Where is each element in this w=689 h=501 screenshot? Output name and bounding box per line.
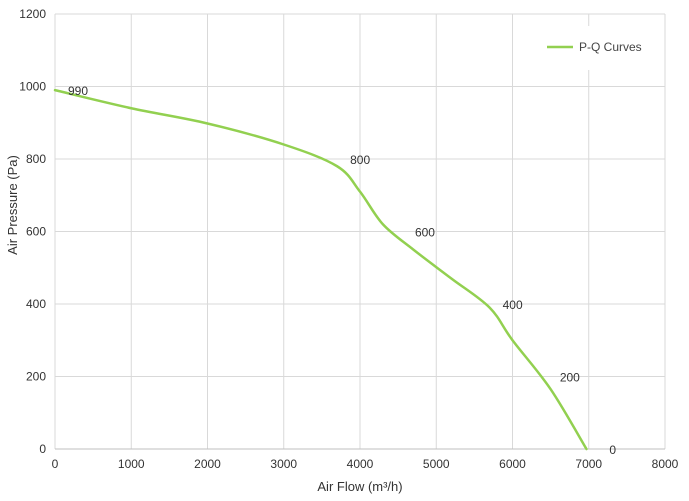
- legend: P-Q Curves: [530, 26, 654, 70]
- x-axis-title: Air Flow (m³/h): [317, 479, 402, 494]
- data-label: 200: [560, 371, 580, 385]
- x-tick-label: 8000: [652, 457, 679, 471]
- y-tick-label: 600: [26, 225, 46, 239]
- y-tick-label: 200: [26, 370, 46, 384]
- data-label: 400: [503, 298, 523, 312]
- data-labels: 990 800 600 400 200 0: [68, 84, 616, 457]
- y-axis-title: Air Pressure (Pa): [5, 155, 20, 255]
- data-label: 990: [68, 84, 88, 98]
- y-tick-label: 1200: [19, 7, 46, 21]
- y-tick-label: 0: [39, 442, 46, 456]
- y-axis-ticks: 0 200 400 600 800 1000 1200: [19, 7, 46, 456]
- x-tick-label: 5000: [423, 457, 450, 471]
- grid-lines: [54, 13, 666, 450]
- x-axis-ticks: 0 1000 2000 3000 4000 5000 6000 7000 8000: [52, 457, 679, 471]
- series-layer: [53, 88, 588, 451]
- x-tick-label: 0: [52, 457, 59, 471]
- x-tick-label: 3000: [270, 457, 297, 471]
- x-tick-label: 6000: [499, 457, 526, 471]
- x-tick-label: 1000: [118, 457, 145, 471]
- x-tick-label: 4000: [347, 457, 374, 471]
- y-tick-label: 400: [26, 297, 46, 311]
- x-tick-label: 7000: [575, 457, 602, 471]
- y-tick-label: 800: [26, 152, 46, 166]
- y-tick-label: 1000: [19, 80, 46, 94]
- legend-label: P-Q Curves: [579, 40, 642, 54]
- data-label: 800: [350, 153, 370, 167]
- data-label: 0: [609, 443, 616, 457]
- series-line-pq-curves: [53, 88, 588, 451]
- x-tick-label: 2000: [194, 457, 221, 471]
- data-label: 600: [415, 226, 435, 240]
